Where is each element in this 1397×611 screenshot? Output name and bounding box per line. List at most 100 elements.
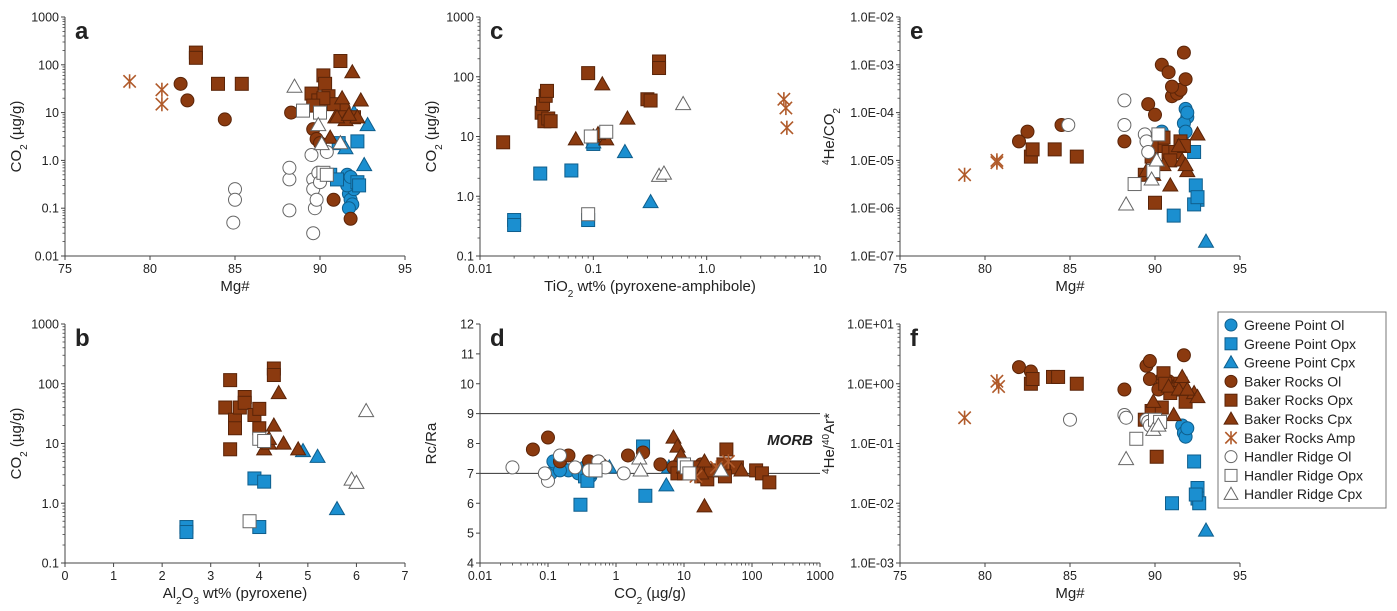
point-hr_opx-0 bbox=[242, 514, 257, 529]
point-gp_cpx-1 bbox=[309, 448, 326, 463]
x-tick-label: 90 bbox=[1148, 262, 1162, 276]
point-br_cpx-2 bbox=[593, 75, 611, 91]
y-tick-label: 12 bbox=[460, 318, 474, 332]
point-gp_opx-3 bbox=[350, 134, 365, 149]
y-tick-label: 100 bbox=[38, 58, 59, 72]
point-br_amp-1 bbox=[155, 82, 169, 97]
point-br_cpx-4 bbox=[275, 435, 292, 450]
y-tick-label: 1000 bbox=[446, 11, 474, 25]
point-br_opx-2 bbox=[1047, 142, 1062, 157]
point-br_ol-1 bbox=[541, 430, 555, 445]
x-tick-label: 75 bbox=[58, 262, 72, 276]
legend-label-hr_ol: Handler Ridge Ol bbox=[1244, 449, 1351, 465]
point-br_amp-2 bbox=[990, 155, 1004, 170]
point-br_ol-3 bbox=[1117, 134, 1132, 149]
x-tick-label: 1 bbox=[613, 569, 620, 583]
x-tick-label: 95 bbox=[1233, 569, 1247, 583]
point-br_amp-0 bbox=[957, 167, 972, 182]
point-hr_ol-0 bbox=[1061, 118, 1076, 133]
panel-b: 0 1 2 3 4 5 6 7 0.1 1.0 10 100 1000 Al2O3 wt% (pyroxe… bbox=[8, 318, 409, 607]
point-br_opx-4 bbox=[1069, 376, 1084, 391]
y-tick-label: 1.0E-07 bbox=[850, 250, 894, 264]
series-gp_ol bbox=[1175, 418, 1195, 444]
y-tick-label: 7 bbox=[467, 467, 474, 481]
point-hr_cpx-2 bbox=[1150, 417, 1167, 432]
legend-box bbox=[1217, 311, 1387, 509]
legend-label-gp_cpx: Greene Point Cpx bbox=[1244, 355, 1355, 371]
series-hr_cpx bbox=[1117, 417, 1167, 466]
legend-label-br_ol: Baker Rocks Ol bbox=[1244, 373, 1341, 389]
point-hr_ol-5 bbox=[1141, 144, 1156, 159]
point-gp_opx-0 bbox=[573, 497, 588, 512]
point-br_opx-7 bbox=[543, 114, 558, 129]
point-hr_ol-7 bbox=[537, 466, 552, 481]
series-br_cpx bbox=[321, 63, 370, 144]
point-br_opx-5 bbox=[539, 83, 554, 98]
point-hr_cpx-1 bbox=[313, 135, 331, 151]
y-tick-label: 1.0 bbox=[42, 154, 59, 168]
point-br_opx-10 bbox=[643, 93, 658, 108]
panel-label-e: e bbox=[910, 18, 923, 45]
y-tick-label: 10 bbox=[45, 437, 59, 451]
point-hr_ol-1 bbox=[228, 192, 242, 207]
legend-label-gp_opx: Greene Point Opx bbox=[1244, 336, 1356, 352]
point-br_cpx-8 bbox=[340, 106, 358, 121]
y-tick-label: 1.0 bbox=[42, 497, 59, 511]
series-br_amp bbox=[122, 74, 169, 112]
point-gp_opx-5 bbox=[1188, 487, 1203, 502]
panel-label-f: f bbox=[910, 325, 919, 352]
point-hr_opx-0 bbox=[1129, 431, 1144, 446]
legend-marker-hr_opx bbox=[1224, 468, 1238, 482]
x-tick-label: 80 bbox=[978, 569, 992, 583]
point-hr_opx-0 bbox=[588, 463, 603, 478]
point-br_cpx-2 bbox=[352, 91, 370, 107]
point-hr_opx-0 bbox=[1127, 177, 1142, 192]
y-tick-label: 1.0 bbox=[457, 190, 474, 204]
point-hr_opx-0 bbox=[581, 207, 596, 222]
point-br_opx-7 bbox=[318, 76, 333, 91]
y-tick-label: 1.0E+01 bbox=[847, 318, 894, 332]
point-hr_cpx-2 bbox=[1148, 151, 1166, 167]
y-tick-label: 0.1 bbox=[457, 250, 474, 264]
x-tick-label: 0.1 bbox=[539, 569, 556, 583]
y-tick-label: 0.1 bbox=[42, 202, 59, 216]
point-br_ol-12 bbox=[1178, 72, 1193, 87]
series-br_amp bbox=[957, 374, 1006, 425]
point-br_cpx-3 bbox=[270, 384, 288, 400]
point-br_ol-14 bbox=[1165, 79, 1179, 94]
point-br_amp-2 bbox=[155, 97, 169, 112]
series-hr_cpx bbox=[650, 95, 692, 182]
point-br_cpx-7 bbox=[328, 108, 346, 124]
x-tick-label: 85 bbox=[1063, 569, 1077, 583]
point-hr_opx-2 bbox=[257, 434, 272, 449]
point-gp_opx-1 bbox=[179, 525, 194, 540]
y-tick-label: 9 bbox=[467, 407, 474, 421]
panel-label-d: d bbox=[490, 325, 505, 352]
point-br_cpx-3 bbox=[1161, 176, 1179, 192]
point-br_ol-6 bbox=[620, 448, 635, 463]
x-tick-label: 4 bbox=[256, 569, 263, 583]
series-hr_ol bbox=[1063, 407, 1157, 433]
legend-label-br_opx: Baker Rocks Opx bbox=[1244, 392, 1353, 408]
point-br_opx-11 bbox=[266, 368, 281, 383]
point-hr_cpx-3 bbox=[309, 116, 327, 132]
y-axis-label: Rc/Ra bbox=[423, 422, 440, 464]
y-tick-label: 100 bbox=[38, 377, 59, 391]
point-br_opx-10 bbox=[333, 54, 348, 69]
x-tick-label: 85 bbox=[1063, 262, 1077, 276]
point-gp_opx-1 bbox=[507, 218, 522, 233]
point-gp_cpx-0 bbox=[1197, 522, 1215, 537]
series-hr_ol bbox=[226, 144, 334, 241]
point-br_ol-0 bbox=[525, 442, 540, 457]
series-gp_cpx bbox=[1197, 233, 1215, 248]
point-br_cpx-1 bbox=[343, 63, 361, 79]
point-br_ol-13 bbox=[1148, 107, 1162, 122]
point-gp_opx-5 bbox=[1190, 190, 1205, 205]
point-br_ol-11 bbox=[1142, 372, 1157, 387]
point-br_ol-9 bbox=[343, 211, 358, 226]
x-tick-label: 0.1 bbox=[585, 262, 602, 276]
point-br_opx-12 bbox=[652, 61, 667, 76]
point-br_ol-1 bbox=[180, 93, 195, 108]
y-tick-label: 1.0E-06 bbox=[850, 202, 894, 216]
point-br_cpx-2 bbox=[1165, 406, 1183, 422]
